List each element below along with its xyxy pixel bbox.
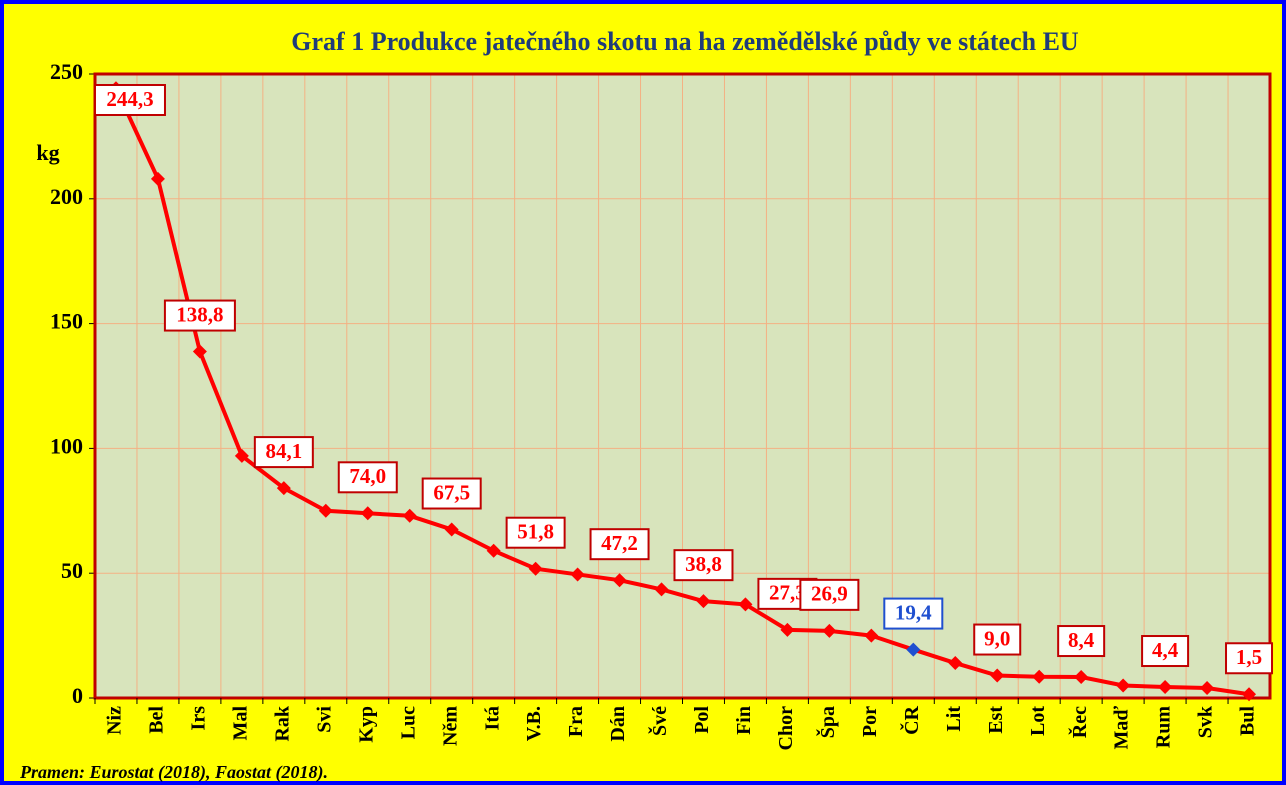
label-box bbox=[673, 549, 734, 582]
x-tick-label: Bel bbox=[146, 706, 168, 734]
x-tick-label: Fin bbox=[733, 706, 755, 735]
x-tick-label: Maď bbox=[1111, 706, 1133, 750]
x-tick-label: Bul bbox=[1237, 706, 1259, 736]
label-box bbox=[93, 84, 166, 116]
label-box bbox=[883, 597, 944, 630]
marker bbox=[1200, 681, 1215, 696]
x-tick-label: Est bbox=[985, 706, 1007, 734]
marker bbox=[1158, 680, 1173, 695]
label-box bbox=[337, 461, 398, 494]
label-box bbox=[799, 578, 860, 611]
marker bbox=[318, 503, 333, 518]
marker bbox=[948, 656, 963, 671]
data-label: 47,2 bbox=[601, 531, 638, 555]
marker bbox=[612, 573, 627, 588]
marker bbox=[1242, 687, 1257, 702]
data-label: 38,8 bbox=[685, 552, 722, 576]
label-box bbox=[253, 436, 314, 469]
label-box bbox=[1057, 625, 1106, 658]
label-box bbox=[1141, 635, 1190, 668]
label-box bbox=[505, 516, 566, 549]
x-tick-label: Dán bbox=[607, 706, 629, 742]
marker bbox=[990, 668, 1005, 683]
marker bbox=[1074, 670, 1089, 685]
x-tick-label: Luc bbox=[397, 706, 419, 739]
x-tick-label: Chor bbox=[775, 706, 797, 751]
x-tick-label: Svk bbox=[1195, 705, 1217, 738]
label-box bbox=[1225, 642, 1274, 675]
marker bbox=[150, 171, 165, 186]
y-tick-label: 150 bbox=[50, 309, 83, 334]
line-series bbox=[114, 87, 1250, 697]
x-tick-label: Lit bbox=[943, 706, 965, 732]
x-tick-label: Špa bbox=[815, 706, 839, 738]
marker bbox=[864, 628, 879, 643]
marker bbox=[528, 561, 543, 576]
x-tick-label: Pol bbox=[691, 706, 713, 734]
marker bbox=[822, 623, 837, 638]
y-tick-label: 0 bbox=[72, 683, 83, 708]
x-tick-label: Švé bbox=[647, 706, 671, 736]
x-tick-label: Řec bbox=[1067, 706, 1091, 738]
x-tick-label: V.B. bbox=[523, 706, 545, 741]
marker bbox=[570, 567, 585, 582]
label-box bbox=[973, 623, 1022, 656]
data-label: 26,9 bbox=[811, 582, 848, 606]
data-label: 8,4 bbox=[1068, 628, 1095, 652]
x-tick-label: Kyp bbox=[355, 706, 377, 743]
marker bbox=[234, 448, 249, 463]
x-tick-label: Lot bbox=[1027, 706, 1049, 736]
marker bbox=[738, 597, 753, 612]
label-box bbox=[589, 528, 650, 561]
data-label: 244,3 bbox=[106, 87, 153, 111]
data-label: 9,0 bbox=[984, 626, 1010, 650]
label-box bbox=[421, 477, 482, 510]
marker bbox=[444, 522, 459, 537]
marker bbox=[654, 582, 669, 597]
marker bbox=[696, 594, 711, 609]
marker bbox=[780, 622, 795, 637]
x-tick-label: Itá bbox=[481, 706, 503, 730]
x-tick-label: Něm bbox=[439, 706, 461, 746]
x-tick-label: ČR bbox=[899, 705, 923, 734]
y-tick-label: 100 bbox=[50, 433, 83, 458]
y-axis-label: kg bbox=[36, 140, 59, 165]
chart-title: Graf 1 Produkce jatečného skotu na ha ze… bbox=[291, 27, 1079, 56]
source-note: Pramen: Eurostat (2018), Faostat (2018). bbox=[19, 762, 328, 783]
y-tick-label: 200 bbox=[50, 184, 83, 209]
x-tick-label: Irs bbox=[188, 706, 210, 731]
data-label: 1,5 bbox=[1236, 645, 1262, 669]
x-tick-label: Fra bbox=[565, 706, 587, 737]
marker bbox=[402, 508, 417, 523]
x-tick-label: Rak bbox=[271, 705, 293, 741]
x-tick-label: Mal bbox=[229, 706, 251, 741]
data-label: 4,4 bbox=[1152, 638, 1179, 662]
label-box bbox=[163, 299, 236, 332]
data-label: 51,8 bbox=[517, 520, 554, 544]
x-tick-label: Svi bbox=[313, 706, 335, 733]
y-tick-label: 250 bbox=[50, 59, 83, 84]
marker bbox=[276, 481, 291, 496]
marker bbox=[486, 543, 501, 558]
marker bbox=[192, 344, 207, 359]
marker bbox=[1116, 678, 1131, 693]
data-label: 138,8 bbox=[176, 302, 223, 326]
x-tick-label: Por bbox=[859, 706, 881, 737]
marker bbox=[1032, 669, 1047, 684]
marker bbox=[360, 506, 375, 521]
marker bbox=[906, 642, 921, 657]
data-label: 67,5 bbox=[433, 480, 470, 504]
data-label: 84,1 bbox=[265, 439, 302, 463]
x-tick-label: Niz bbox=[104, 706, 126, 735]
data-label: 19,4 bbox=[895, 600, 932, 624]
y-tick-label: 50 bbox=[61, 558, 83, 583]
x-tick-label: Rum bbox=[1153, 706, 1175, 749]
data-label: 74,0 bbox=[349, 464, 386, 488]
